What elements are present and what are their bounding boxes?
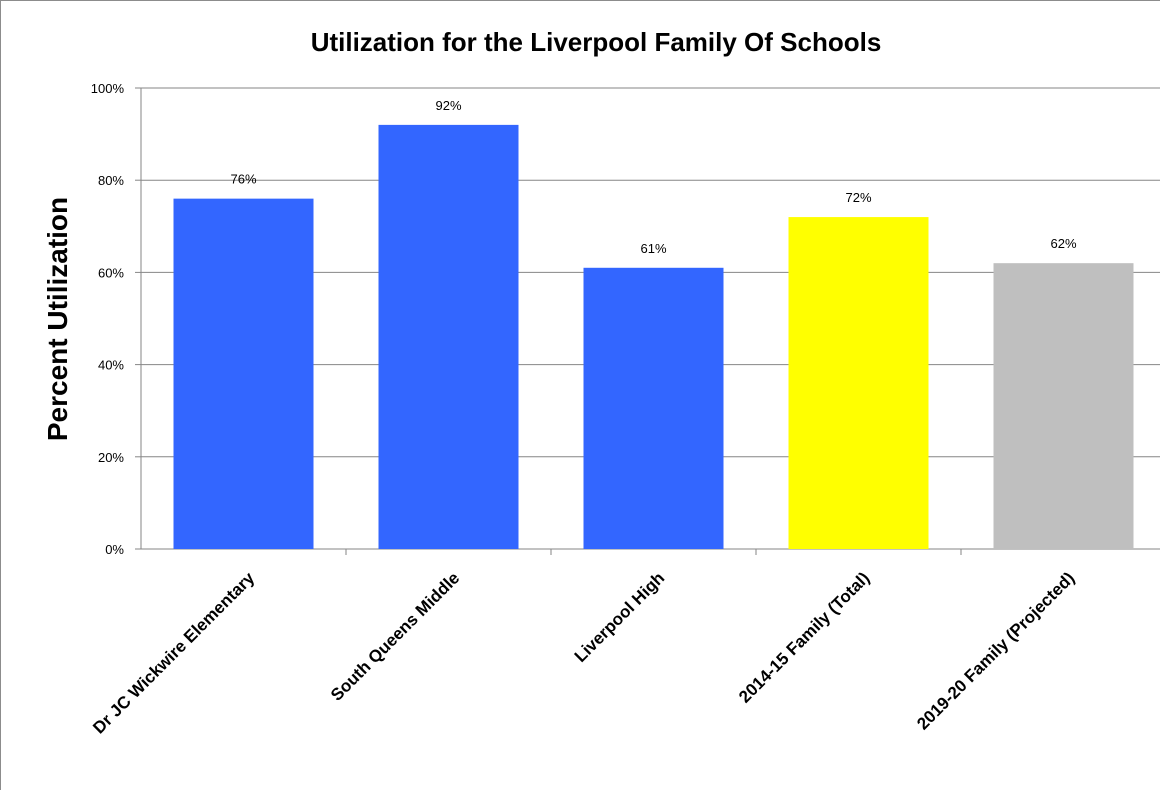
chart-title: Utilization for the Liverpool Family Of …: [311, 27, 882, 57]
y-axis-label: Percent Utilization: [42, 197, 73, 441]
bar: [993, 263, 1134, 549]
category-labels: Dr JC Wickwire Elementary South Queens Mi…: [89, 568, 1078, 737]
axes: 0% 20% 40% 60% 80% 100%: [91, 81, 1160, 557]
bar: [378, 124, 519, 549]
value-labels: 76% 92% 61% 72% 62%: [230, 98, 1076, 256]
x-category-label: Liverpool High: [571, 568, 669, 666]
y-tick-label: 20%: [98, 450, 124, 465]
bar: [788, 217, 929, 549]
y-tick-label: 40%: [98, 358, 124, 373]
y-tick-label: 80%: [98, 173, 124, 188]
bar: [173, 198, 314, 549]
x-category-label: Dr JC Wickwire Elementary: [89, 568, 258, 737]
y-tick-label: 60%: [98, 265, 124, 280]
x-category-label: South Queens Middle: [327, 568, 463, 704]
y-tick-label: 0%: [105, 542, 124, 557]
bar: [583, 267, 724, 549]
x-category-label: 2019-20 Family (Projected): [913, 568, 1078, 733]
data-label: 92%: [435, 98, 461, 113]
data-label: 72%: [845, 190, 871, 205]
data-label: 76%: [230, 172, 256, 187]
x-category-label: 2014-15 Family (Total): [735, 568, 873, 706]
bars: [173, 124, 1134, 549]
data-label: 61%: [640, 241, 666, 256]
data-label: 62%: [1050, 236, 1076, 251]
y-tick-label: 100%: [91, 81, 125, 96]
